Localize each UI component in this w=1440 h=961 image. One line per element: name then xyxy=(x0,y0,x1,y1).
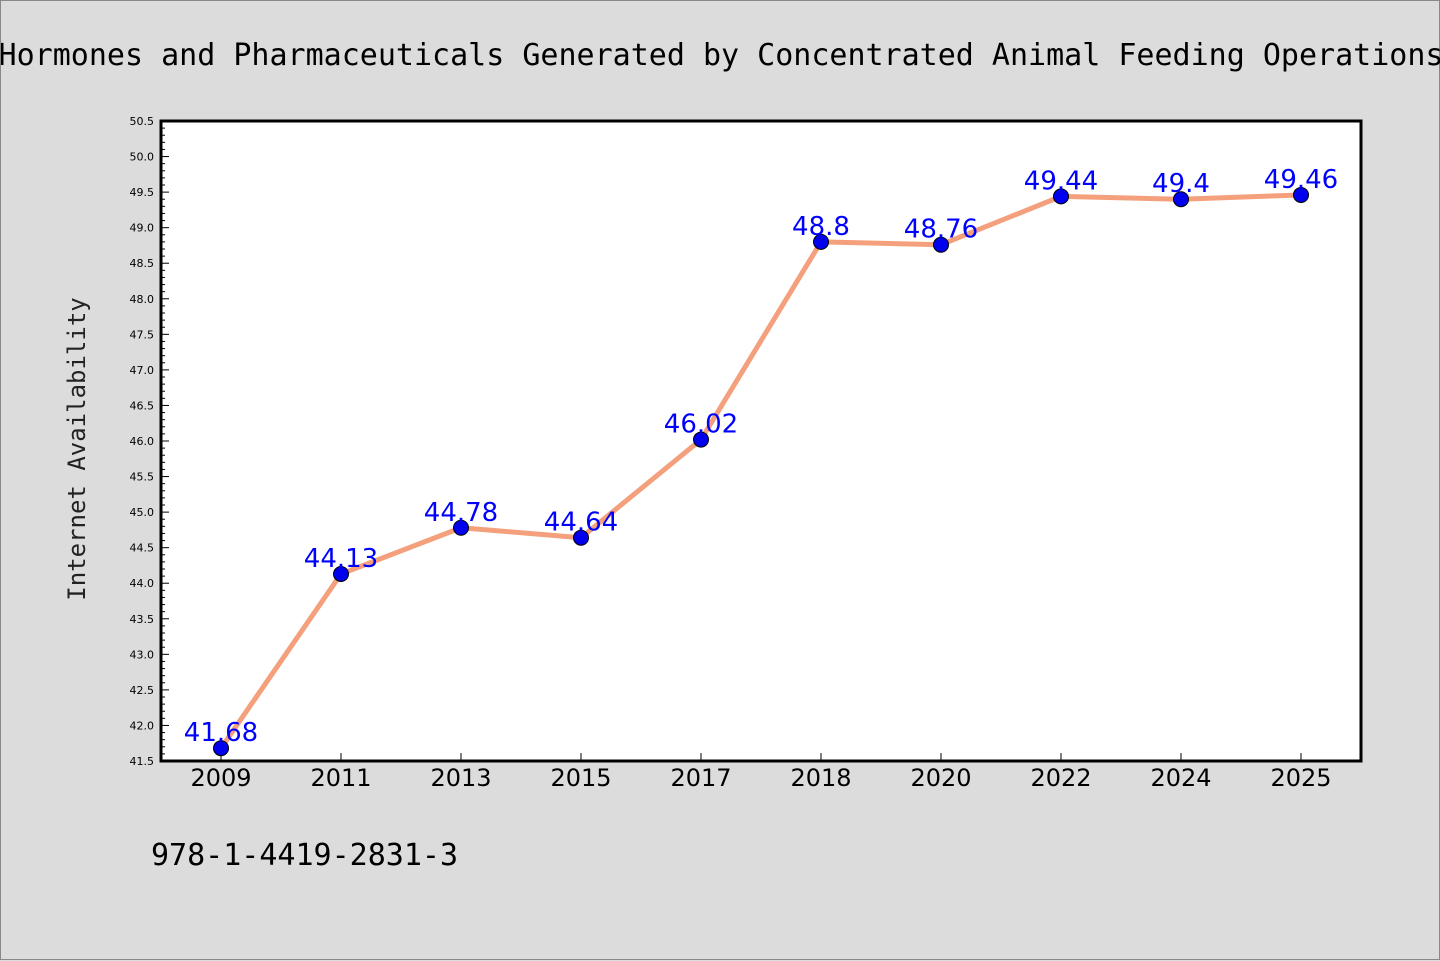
data-point xyxy=(1173,191,1189,208)
y-tick-label: 47.5 xyxy=(130,328,155,341)
x-tick-label: 2022 xyxy=(1030,764,1091,792)
data-label: 44.78 xyxy=(424,498,498,528)
series-markers xyxy=(213,186,1309,757)
x-tick-label: 2015 xyxy=(550,764,611,792)
y-tick-label: 50.0 xyxy=(130,151,155,164)
x-tick-label: 2011 xyxy=(310,764,371,792)
y-tick-label: 44.5 xyxy=(130,542,155,555)
x-tick-label: 2013 xyxy=(430,764,491,792)
chart-title: Hormones and Pharmaceuticals Generated b… xyxy=(1,38,1440,73)
y-tick-label: 49.0 xyxy=(130,222,155,235)
x-tick-label: 2025 xyxy=(1270,764,1331,792)
x-tick-label: 2017 xyxy=(670,764,731,792)
data-point xyxy=(1293,186,1309,203)
data-labels: 41.68 44.13 44.78 44.64 46.02 48.8 48.76 49.44 4… xyxy=(184,165,1338,748)
data-point xyxy=(453,519,469,536)
series-line xyxy=(218,192,1302,750)
y-tick-label: 48.0 xyxy=(130,293,155,306)
y-tick-label: 47.0 xyxy=(130,364,155,377)
x-axis: 2009 2011 2013 2015 2017 2018 2020 2022 2024 2025 xyxy=(190,753,1332,792)
y-tick-label: 44.0 xyxy=(130,577,155,590)
y-tick-label: 48.5 xyxy=(130,257,155,270)
y-tick-label: 45.0 xyxy=(130,506,155,519)
y-tick-label: 42.5 xyxy=(130,684,155,697)
isbn-footer: 978-1-4419-2831-3 xyxy=(151,838,458,873)
y-tick-label: 49.5 xyxy=(130,186,155,199)
data-label: 48.8 xyxy=(792,212,850,242)
data-point xyxy=(933,236,949,253)
data-label: 49.4 xyxy=(1152,169,1210,199)
x-tick-label: 2020 xyxy=(910,764,971,792)
y-tick-label: 46.0 xyxy=(130,435,155,448)
plot-border xyxy=(159,119,1363,763)
y-tick-label: 43.0 xyxy=(130,648,155,661)
data-label: 44.64 xyxy=(544,508,618,538)
data-point xyxy=(333,565,349,582)
y-tick-label: 45.5 xyxy=(130,471,155,484)
y-tick-label: 41.5 xyxy=(130,755,155,768)
data-label: 48.76 xyxy=(904,215,978,245)
y-tick-label: 50.5 xyxy=(130,115,155,128)
data-label: 49.44 xyxy=(1024,166,1098,196)
data-point xyxy=(213,740,229,757)
data-label: 41.68 xyxy=(184,718,258,748)
y-axis-label: Internet Availability xyxy=(63,297,91,600)
y-tick-label: 43.5 xyxy=(130,613,155,626)
data-point xyxy=(693,431,709,448)
x-tick-label: 2024 xyxy=(1150,764,1211,792)
x-tick-label: 2018 xyxy=(790,764,851,792)
data-label: 49.46 xyxy=(1264,165,1338,195)
data-point xyxy=(1053,188,1069,205)
data-point xyxy=(573,529,589,546)
y-tick-label: 46.5 xyxy=(130,399,155,412)
data-point xyxy=(813,233,829,250)
x-tick-label: 2009 xyxy=(190,764,251,792)
plot-area xyxy=(161,121,1361,761)
y-tick-label: 42.0 xyxy=(130,719,155,732)
data-label: 44.13 xyxy=(304,544,378,574)
data-label: 46.02 xyxy=(664,410,738,440)
